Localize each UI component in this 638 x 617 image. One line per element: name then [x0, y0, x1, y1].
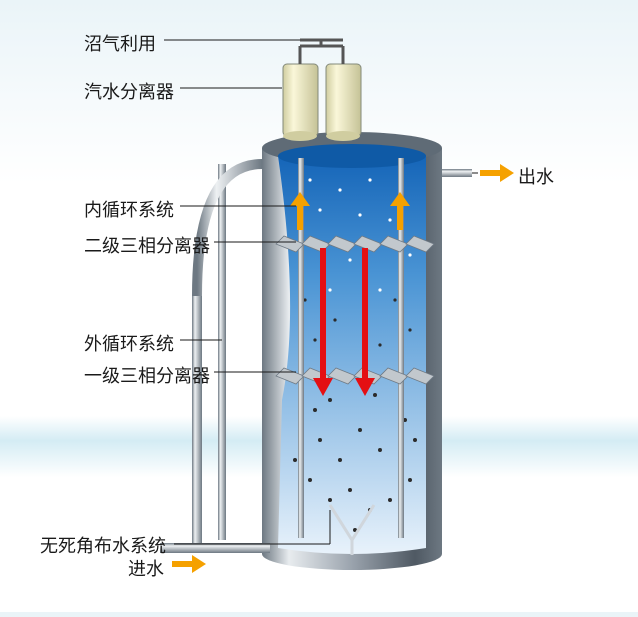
outlet-pipe: [442, 169, 472, 177]
label-biogas: 沼气利用: [84, 30, 156, 56]
label-sep2: 二级三相分离器: [84, 232, 210, 258]
gas-sep-right-bot: [326, 131, 360, 141]
gas-sep-left-bot: [283, 131, 317, 141]
arrow-inlet: [172, 555, 206, 573]
inlet-riser: [192, 296, 202, 548]
recirc-pipe: [218, 164, 226, 540]
label-sep1: 一级三相分离器: [84, 362, 210, 388]
label-outerloop: 外循环系统: [84, 330, 174, 356]
label-innerloop: 内循环系统: [84, 196, 174, 222]
arrow-outlet: [480, 164, 514, 182]
label-inlet: 进水: [128, 555, 164, 581]
label-outlet: 出水: [518, 163, 554, 189]
gas-separator-left: [283, 64, 318, 136]
gas-separator-right: [326, 64, 361, 136]
recirc-bend: [197, 164, 262, 296]
label-gaswater: 汽水分离器: [84, 78, 174, 104]
